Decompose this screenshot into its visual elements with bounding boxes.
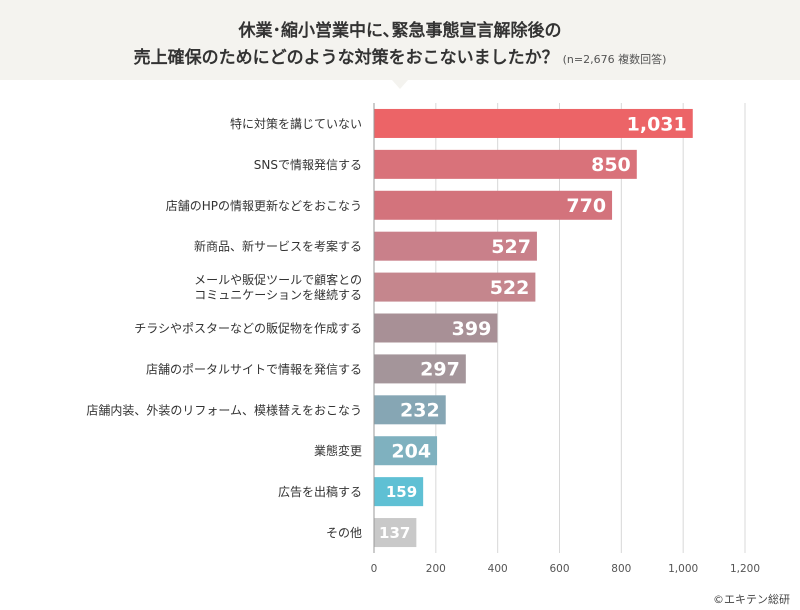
- bar: [374, 313, 498, 343]
- data-label: 527: [491, 236, 531, 258]
- bar: [374, 231, 537, 261]
- x-tick-label: 600: [549, 563, 569, 575]
- data-label: 137: [379, 524, 410, 542]
- category-label: 特に対策を講じていない: [230, 116, 362, 131]
- category-label: コミュニケーションを継続する: [194, 287, 362, 302]
- title-banner-pointer: [392, 80, 408, 89]
- category-label: 業態変更: [314, 443, 362, 458]
- data-label: 1,031: [627, 113, 687, 135]
- bar: [374, 354, 466, 384]
- x-tick-label: 800: [611, 563, 631, 575]
- data-label: 204: [391, 441, 431, 463]
- bar: [374, 149, 637, 179]
- category-label: 店舗内装、外装のリフォーム、模様替えをおこなう: [86, 403, 362, 417]
- bar: [374, 190, 613, 220]
- x-tick-label: 1,000: [668, 563, 698, 575]
- category-label: その他: [326, 526, 362, 540]
- data-label: 159: [386, 483, 417, 501]
- category-label: 店舗のHPの情報更新などをおこなう: [166, 198, 362, 213]
- data-label: 297: [420, 359, 460, 381]
- chart-title-line2: 売上確保のためにどのような対策をおこないましたか？ (n=2,676 複数回答): [0, 43, 800, 68]
- category-label: 新商品、新サービスを考案する: [194, 239, 362, 254]
- x-tick-label: 200: [426, 563, 446, 575]
- data-label: 232: [400, 400, 440, 422]
- data-label: 850: [591, 154, 631, 176]
- data-label: 770: [566, 195, 606, 217]
- sample-note: (n=2,676 複数回答): [562, 53, 667, 66]
- category-label: メールや販促ツールで顧客との: [194, 272, 362, 287]
- data-label: 522: [490, 277, 530, 299]
- category-label: SNSで情報発信する: [254, 158, 362, 172]
- x-tick-label: 400: [488, 563, 508, 575]
- x-tick-label: 1,200: [730, 563, 760, 575]
- credit-text: ©エキテン総研: [713, 593, 790, 606]
- bar: [374, 395, 446, 425]
- data-label: 399: [452, 318, 492, 340]
- title-banner: 休業･縮小営業中に､緊急事態宣言解除後の 売上確保のためにどのような対策をおこな…: [0, 0, 800, 80]
- bar: [374, 518, 417, 548]
- bar: [374, 477, 424, 507]
- category-label: 広告を出稿する: [278, 484, 362, 499]
- category-label: チラシやポスターなどの販促物を作成する: [134, 322, 362, 336]
- bar: [374, 108, 693, 138]
- bar: [374, 272, 536, 302]
- chart-title-line1: 休業･縮小営業中に､緊急事態宣言解除後の: [238, 21, 562, 41]
- chart-title-line2-text: 売上確保のためにどのような対策をおこないましたか？: [133, 48, 559, 68]
- x-tick-label: 0: [371, 563, 378, 575]
- bar: [374, 436, 438, 466]
- category-label: 店舗のポータルサイトで情報を発信する: [146, 362, 362, 376]
